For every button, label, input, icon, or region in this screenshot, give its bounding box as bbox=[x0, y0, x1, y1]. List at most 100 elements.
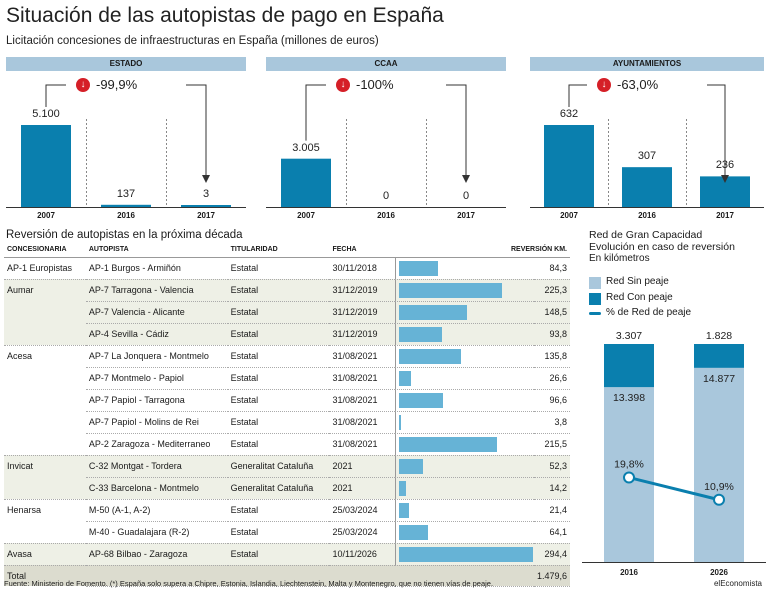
cell-concesionaria: Henarsa bbox=[7, 505, 42, 516]
cell-km-bar bbox=[395, 477, 534, 500]
km-bar bbox=[399, 436, 498, 452]
bar-2016 bbox=[622, 167, 672, 207]
panel-header: ESTADO bbox=[6, 57, 246, 71]
cell-fecha: 2021 bbox=[329, 477, 396, 500]
down-arrow-icon: ↓ bbox=[336, 78, 350, 92]
cell-concesionaria: Aumar bbox=[4, 279, 86, 301]
cell-km-bar bbox=[395, 521, 534, 544]
km-bar-track bbox=[395, 543, 534, 565]
table-row: AP-7 Montmelo - Papiol Estatal 31/08/2021 2… bbox=[4, 367, 570, 390]
cell-concesionaria bbox=[4, 477, 86, 500]
estado-panel: ESTADO 5.100 2007 137 2016 3 2017 ↓ -99,9% bbox=[6, 57, 246, 222]
con-peaje-value-label: 3.307 bbox=[616, 330, 642, 342]
cell-fecha: 10/11/2026 bbox=[329, 543, 396, 566]
table-row: Invicat C-32 Montgat - Tordera Generalitat… bbox=[4, 455, 570, 478]
cell-autopista: AP-7 Papiol - Molins de Rei bbox=[85, 411, 228, 434]
table-row: M-40 - Guadalajara (R-2) Estatal 25/03/202… bbox=[4, 521, 570, 544]
cell-km-value: 135,8 bbox=[533, 345, 570, 368]
total-row: Total 1.479,6 bbox=[4, 565, 570, 587]
ccaa-panel: CCAA 3.005 2007 0 2016 0 2017 ↓ -100% bbox=[266, 57, 506, 222]
cell-titularidad: Estatal bbox=[227, 389, 330, 412]
pct-value-label: 10,9% bbox=[704, 481, 734, 493]
cell-km-value: 14,2 bbox=[533, 477, 570, 500]
cell-km-bar bbox=[395, 279, 534, 302]
cell-titularidad: Estatal bbox=[227, 543, 330, 566]
bar-2007 bbox=[281, 158, 331, 207]
side-title-line2: Evolución en caso de reversión bbox=[589, 241, 735, 253]
legend-swatch-pct-peaje bbox=[589, 312, 601, 315]
km-bar-track bbox=[395, 499, 534, 521]
cell-fecha: 31/08/2021 bbox=[329, 389, 396, 412]
page-title: Situación de las autopistas de pago en E… bbox=[6, 4, 444, 27]
cell-concesionaria: Avasa bbox=[4, 543, 86, 566]
cell-concesionaria bbox=[4, 367, 86, 389]
cell-autopista: AP-7 Tarragona - Valencia bbox=[85, 279, 228, 302]
down-arrow-icon: ↓ bbox=[597, 78, 611, 92]
cell-concesionaria bbox=[4, 521, 86, 544]
col-autopista: AUTOPISTA bbox=[85, 243, 228, 258]
km-bar bbox=[399, 304, 467, 320]
year-label: 2017 bbox=[197, 211, 215, 220]
cell-km-bar bbox=[395, 301, 534, 324]
bar-value-label: 3 bbox=[202, 188, 210, 200]
cell-autopista: AP-7 Valencia - Alicante bbox=[85, 301, 228, 324]
cell-km-value: 148,5 bbox=[533, 301, 570, 324]
sin-peaje-value-label: 13.398 bbox=[613, 392, 645, 404]
cell-titularidad: Estatal bbox=[227, 433, 330, 456]
side-stacked-chart: 3.307 13.398 2016 1.828 14.877 2026 19,8% 10,9% bbox=[582, 330, 766, 577]
bar-value-label: 0 bbox=[382, 190, 390, 202]
cell-titularidad: Estatal bbox=[227, 345, 330, 368]
legend-swatch-sin-peaje bbox=[589, 277, 601, 289]
total-value: 1.479,6 bbox=[533, 565, 570, 587]
page-subtitle: Licitación concesiones de infraestructur… bbox=[6, 35, 379, 47]
km-bar bbox=[399, 458, 424, 474]
cell-km-value: 225,3 bbox=[533, 279, 570, 302]
cell-km-bar bbox=[395, 543, 534, 566]
cell-km-bar bbox=[395, 257, 534, 280]
cell-titularidad: Generalitat Cataluña bbox=[227, 477, 330, 500]
side-year-label: 2026 bbox=[710, 568, 728, 577]
cell-fecha: 31/08/2021 bbox=[329, 345, 396, 368]
cell-titularidad: Estatal bbox=[227, 411, 330, 434]
cell-km-value: 21,4 bbox=[533, 499, 570, 522]
km-bar-track bbox=[395, 521, 534, 543]
cell-km-value: 84,3 bbox=[533, 257, 570, 280]
cell-km-value: 64,1 bbox=[533, 521, 570, 544]
km-bar-track bbox=[395, 257, 534, 279]
cell-km-value: 3,8 bbox=[533, 411, 570, 434]
cell-autopista: AP-68 Bilbao - Zaragoza bbox=[85, 543, 228, 566]
km-bar-track bbox=[395, 477, 534, 499]
cell-titularidad: Estatal bbox=[227, 323, 330, 346]
km-bar bbox=[399, 502, 410, 518]
cell-concesionaria bbox=[4, 323, 86, 346]
km-bar bbox=[399, 414, 402, 430]
cell-concesionaria bbox=[4, 389, 86, 411]
cell-titularidad: Estatal bbox=[227, 499, 330, 522]
bar-2016 bbox=[101, 204, 151, 207]
panel-bars bbox=[266, 76, 506, 208]
bar-value-label: 5.100 bbox=[32, 108, 60, 120]
km-bar-track bbox=[395, 367, 534, 389]
cell-titularidad: Generalitat Cataluña bbox=[227, 455, 330, 478]
cell-fecha: 2021 bbox=[329, 455, 396, 478]
cell-fecha: 31/08/2021 bbox=[329, 411, 396, 434]
cell-concesionaria bbox=[4, 411, 86, 433]
bar-value-label: 137 bbox=[116, 187, 136, 200]
bar-con-peaje-2026 bbox=[694, 344, 744, 368]
change-percent-label: -63,0% bbox=[617, 77, 659, 92]
cell-autopista: AP-7 La Jonquera - Montmelo bbox=[85, 345, 228, 368]
side-year-label: 2016 bbox=[620, 568, 638, 577]
legend-label-sin-peaje: Red Sin peaje bbox=[606, 276, 669, 287]
cell-autopista: C-32 Montgat - Tordera bbox=[85, 455, 228, 478]
ayuntamientos-panel: AYUNTAMIENTOS 632 2007 307 2016 236 2017 ↓ -63,0… bbox=[530, 57, 764, 222]
change-label-bg bbox=[326, 76, 446, 94]
reversion-table: CONCESIONARIA AUTOPISTA TITULARIDAD FECH… bbox=[4, 243, 570, 587]
side-chart-title: Red de Gran Capacidad Evolución en caso … bbox=[589, 229, 735, 253]
sin-peaje-value-label: 14.877 bbox=[703, 373, 735, 385]
cell-autopista: AP-7 Papiol - Tarragona bbox=[85, 389, 228, 412]
change-percent-label: -100% bbox=[356, 77, 394, 92]
col-fecha: FECHA bbox=[329, 243, 396, 258]
cell-fecha: 25/03/2024 bbox=[329, 521, 396, 544]
year-label: 2007 bbox=[297, 211, 315, 220]
cell-fecha: 30/11/2018 bbox=[329, 257, 396, 280]
